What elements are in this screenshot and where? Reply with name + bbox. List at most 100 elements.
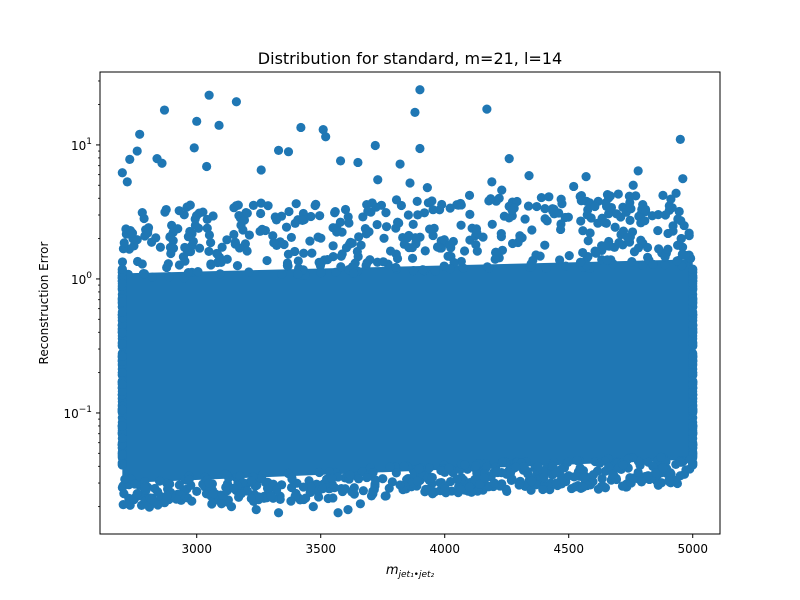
data-point <box>122 177 132 187</box>
data-point <box>347 238 357 248</box>
data-point <box>507 475 517 485</box>
data-point <box>647 211 657 221</box>
data-point <box>132 489 142 499</box>
data-point <box>490 254 500 264</box>
data-point <box>622 232 632 242</box>
data-point <box>482 104 492 114</box>
data-point <box>514 480 524 490</box>
x-axis-label-subscript: jet₁•jet₂ <box>397 570 435 580</box>
data-point <box>206 237 216 248</box>
data-point <box>323 493 333 504</box>
outlier-points <box>117 85 695 518</box>
data-point <box>166 248 176 259</box>
data-point <box>492 466 502 477</box>
data-point <box>368 468 378 478</box>
data-point <box>415 143 425 154</box>
data-point <box>194 208 204 218</box>
data-point <box>215 269 225 279</box>
data-point <box>539 472 549 483</box>
data-point <box>277 480 287 490</box>
data-point <box>155 242 165 252</box>
data-point <box>680 250 690 260</box>
data-point <box>578 482 588 492</box>
data-point <box>688 386 698 397</box>
data-point <box>385 462 395 472</box>
data-point <box>405 178 415 188</box>
data-point <box>484 263 494 273</box>
x-tick-label: 4500 <box>553 542 584 556</box>
data-point <box>497 185 507 195</box>
data-point <box>487 219 497 229</box>
data-point <box>244 230 254 240</box>
data-point <box>440 484 450 494</box>
data-point <box>636 477 647 487</box>
data-point <box>129 241 139 251</box>
data-point <box>688 433 698 443</box>
data-point <box>204 230 215 240</box>
data-point <box>316 267 326 278</box>
data-point <box>617 481 628 491</box>
data-point <box>684 228 694 238</box>
y-axis-label: Reconstruction Error <box>37 242 51 365</box>
data-point <box>135 129 145 139</box>
data-point <box>504 154 514 164</box>
data-point <box>379 233 389 243</box>
data-point <box>413 210 423 220</box>
data-point <box>688 404 698 415</box>
data-point <box>610 222 620 232</box>
data-point <box>533 461 543 472</box>
data-point <box>305 236 315 246</box>
data-point <box>204 90 214 100</box>
data-point <box>308 502 318 512</box>
data-point <box>588 470 599 480</box>
data-point <box>445 203 455 213</box>
data-point <box>299 494 309 505</box>
data-point <box>174 206 184 216</box>
data-point <box>576 191 587 201</box>
data-point <box>356 240 366 250</box>
data-point <box>678 174 688 184</box>
data-point <box>160 207 170 217</box>
data-point <box>578 247 588 258</box>
dense-region-fill <box>122 259 693 484</box>
y-axis: 10−1 100 101 <box>63 80 100 508</box>
data-point <box>286 232 296 243</box>
data-point <box>317 484 328 494</box>
data-point <box>333 508 343 518</box>
data-point <box>354 474 364 484</box>
data-point <box>527 225 537 235</box>
data-point <box>361 229 372 239</box>
data-point <box>642 242 653 253</box>
data-point <box>664 475 674 486</box>
data-point <box>117 339 127 349</box>
data-point <box>415 85 425 95</box>
data-point <box>564 250 574 261</box>
data-point <box>444 463 454 473</box>
data-point <box>117 404 127 415</box>
data-point <box>456 256 466 267</box>
data-point <box>653 480 663 490</box>
data-point <box>536 192 546 203</box>
data-point <box>601 198 611 208</box>
data-point <box>404 230 414 241</box>
data-point <box>432 242 443 252</box>
data-point <box>348 268 359 278</box>
data-point <box>193 266 203 277</box>
data-point <box>643 471 653 481</box>
data-point <box>494 193 504 203</box>
data-point <box>378 474 388 484</box>
data-point <box>204 478 214 488</box>
data-point <box>208 489 218 499</box>
data-point <box>236 489 246 499</box>
data-point <box>385 246 396 256</box>
data-point <box>575 257 586 267</box>
data-point <box>343 505 353 515</box>
data-point <box>268 231 278 241</box>
data-point <box>641 204 651 215</box>
data-point <box>535 251 545 261</box>
data-point <box>242 208 252 218</box>
data-point <box>420 246 430 256</box>
data-point <box>343 212 353 222</box>
data-point <box>395 480 405 490</box>
data-point <box>403 210 413 220</box>
